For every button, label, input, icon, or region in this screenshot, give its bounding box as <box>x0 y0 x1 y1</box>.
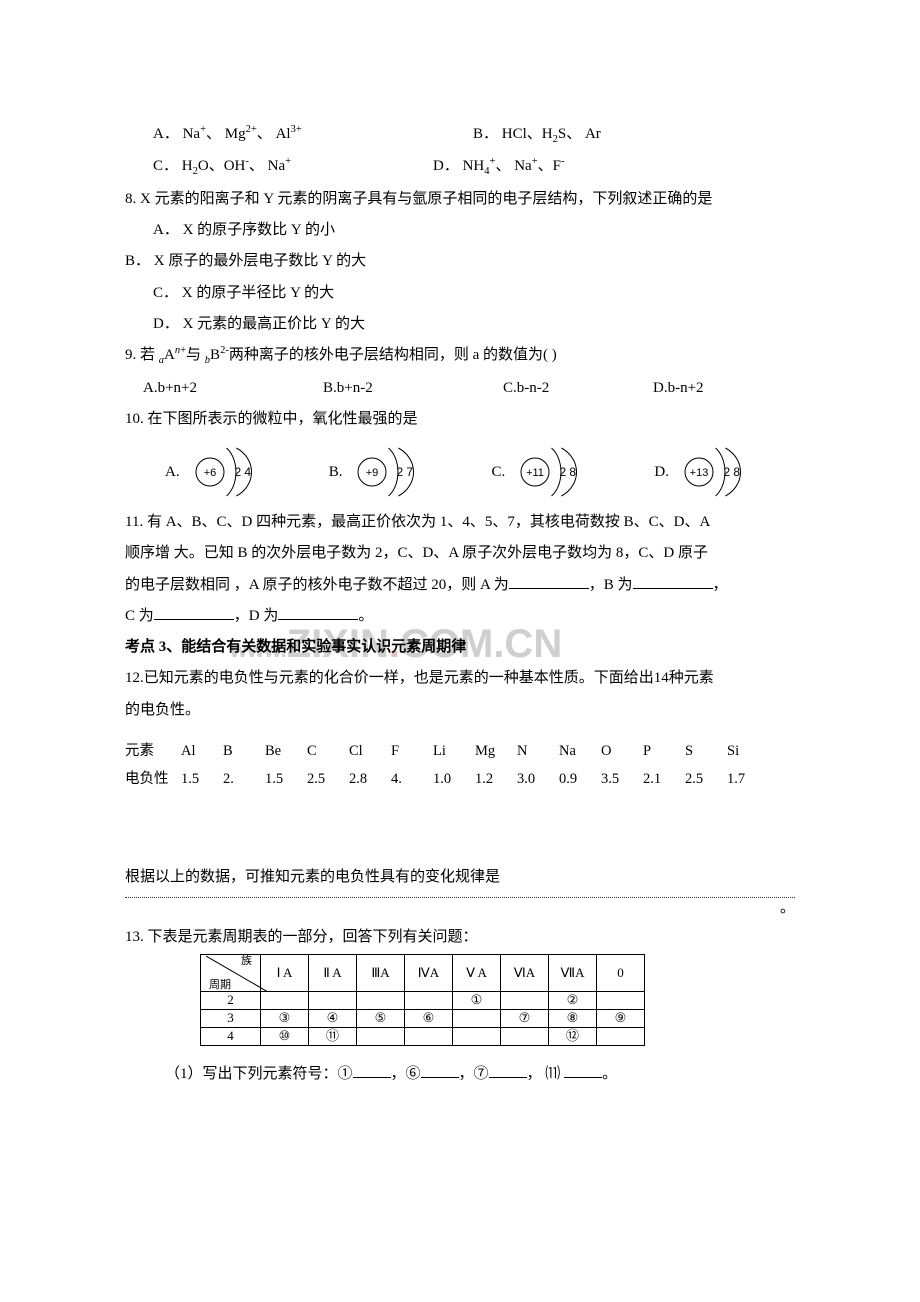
svg-text:2: 2 <box>724 465 731 479</box>
q7-opt-b: B． HCl、H2S、 Ar <box>473 120 795 150</box>
q8-opt-d: D． X 元素的最高正价比 Y 的大 <box>125 310 795 339</box>
q7-opt-d: D． NH4+、 Na+、F- <box>433 152 795 182</box>
svg-text:2: 2 <box>560 465 567 479</box>
q10-diagrams: A.+624B.+927C.+1128D.+1328 <box>125 436 795 508</box>
svg-text:2: 2 <box>397 465 404 479</box>
q8-opt-a: A． X 的原子序数比 Y 的小 <box>125 216 795 245</box>
svg-text:+13: +13 <box>690 467 709 479</box>
svg-text:2: 2 <box>234 465 241 479</box>
q7-row-cd: C． H2O、OH-、 Na+ D． NH4+、 Na+、F- <box>125 152 795 182</box>
q9-options: A.b+n+2 B.b+n-2 C.b-n-2 D.b-n+2 <box>125 374 795 403</box>
q12-l3-end: 。 <box>780 900 795 916</box>
q8-opt-b: B． X 原子的最外层电子数比 Y 的大 <box>125 247 795 276</box>
q7-opt-a: A． Na+、 Mg2+、 Al3+ <box>153 120 473 150</box>
q13-stem: 13. 下表是元素周期表的一部分，回答下列有关问题： <box>125 923 795 952</box>
svg-text:8: 8 <box>570 465 577 479</box>
section3-heading: 考点 3、能结合有关数据和实验事实认识元素周期律 <box>125 633 795 662</box>
q10-stem: 10. 在下图所表示的微粒中，氧化性最强的是 <box>125 405 795 434</box>
q7-opt-c: C． H2O、OH-、 Na+ <box>153 152 433 182</box>
q12-table: 元素AlBBeCClFLiMgNNaOPSSi 电负性1.52.1.52.52.… <box>125 737 795 794</box>
atom-diagram: A.+624 <box>165 442 296 502</box>
q8-opt-c: C． X 的原子半径比 Y 的大 <box>125 279 795 308</box>
q9-opt-c: C.b-n-2 <box>503 374 653 403</box>
svg-text:7: 7 <box>407 465 414 479</box>
q13-table: 族 周期 Ⅰ AⅡ AⅢAⅣAⅤ AⅥAⅦA0 2①② 3③④⑤⑥⑦⑧⑨ 4⑩⑪… <box>200 954 645 1046</box>
q8-stem: 8. X 元素的阳离子和 Y 元素的阴离子具有与氩原子相同的电子层结构，下列叙述… <box>125 185 795 214</box>
svg-text:4: 4 <box>244 465 251 479</box>
svg-text:8: 8 <box>733 465 740 479</box>
q11-l4: C 为，D 为。 <box>125 602 795 631</box>
page-content: A． Na+、 Mg2+、 Al3+ B． HCl、H2S、 Ar C． H2O… <box>125 120 795 1089</box>
q9-stem: 9. 若 aAn+与 bB2-两种离子的核外电子层结构相同，则 a 的数值为( … <box>125 341 795 371</box>
atom-diagram: B.+927 <box>329 442 459 502</box>
svg-text:+9: +9 <box>366 467 379 479</box>
q11-l3: 的电子层数相同 ，A 原子的核外电子数不超过 20，则 A 为，B 为， <box>125 571 795 600</box>
q9-opt-d: D.b-n+2 <box>653 374 833 403</box>
q12-l2: 的电负性。 <box>125 696 795 725</box>
q12-l3: 根据以上的数据，可推知元素的电负性具有的变化规律是 <box>125 863 795 892</box>
q11-l1: 11. 有 A、B、C、D 四种元素，最高正价依次为 1、4、5、7，其核电荷数… <box>125 508 795 537</box>
q13-sub1: （1）写出下列元素符号：①，⑥，⑦， ⑾ 。 <box>125 1060 795 1089</box>
q9-opt-b: B.b+n-2 <box>323 374 503 403</box>
atom-diagram: D.+1328 <box>654 442 785 502</box>
q12-l1: 12.已知元素的电负性与元素的化合价一样，也是元素的一种基本性质。下面给出14种… <box>125 664 795 693</box>
atom-diagram: C.+1128 <box>492 442 622 502</box>
svg-text:+6: +6 <box>203 467 216 479</box>
q7-row-ab: A． Na+、 Mg2+、 Al3+ B． HCl、H2S、 Ar <box>125 120 795 150</box>
q9-opt-a: A.b+n+2 <box>143 374 323 403</box>
svg-text:+11: +11 <box>526 467 544 479</box>
q11-l2: 顺序增 大。已知 B 的次外层电子数为 2，C、D、A 原子次外层电子数均为 8… <box>125 539 795 568</box>
